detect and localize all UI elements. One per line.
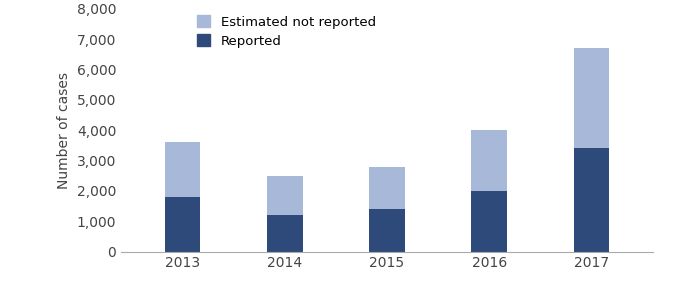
Legend: Estimated not reported, Reported: Estimated not reported, Reported [197, 15, 376, 48]
Bar [471, 191, 507, 252]
Bar [267, 176, 303, 215]
Bar [573, 149, 609, 252]
Y-axis label: Number of cases: Number of cases [57, 72, 71, 189]
Bar [369, 209, 405, 252]
Bar [573, 48, 609, 149]
Bar [267, 215, 303, 252]
Bar [369, 167, 405, 209]
Bar [471, 130, 507, 191]
Bar [165, 197, 201, 252]
Bar [165, 142, 201, 197]
